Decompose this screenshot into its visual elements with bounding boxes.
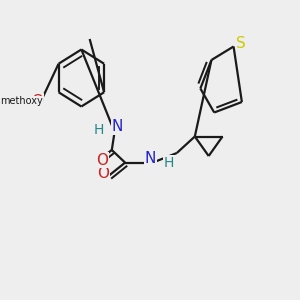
Text: N: N [112, 119, 123, 134]
Text: N: N [145, 151, 156, 166]
Text: H: H [164, 156, 174, 170]
Text: methoxy: methoxy [0, 96, 42, 106]
Text: H: H [93, 123, 104, 136]
Text: O: O [96, 153, 108, 168]
Text: S: S [236, 36, 246, 51]
Text: O: O [97, 166, 109, 181]
Text: O: O [31, 94, 43, 109]
